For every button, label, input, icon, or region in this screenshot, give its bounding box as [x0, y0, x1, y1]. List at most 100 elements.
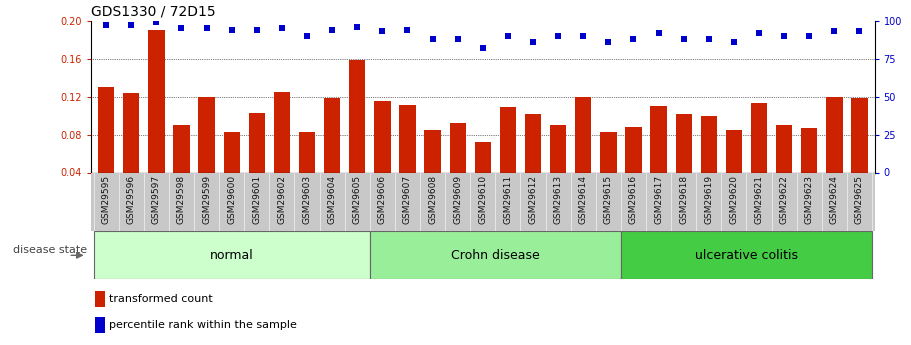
Bar	[600, 132, 617, 210]
Point	[250, 27, 264, 32]
Point	[752, 30, 766, 36]
Bar	[621, 231, 872, 279]
Bar	[399, 105, 415, 210]
Bar	[751, 103, 767, 210]
Bar	[374, 101, 391, 210]
Bar	[299, 132, 315, 210]
Bar	[148, 30, 165, 210]
Point	[727, 39, 742, 45]
Bar	[650, 106, 667, 210]
Text: GSM29597: GSM29597	[152, 175, 161, 224]
Text: GSM29610: GSM29610	[478, 175, 487, 224]
Text: GSM29608: GSM29608	[428, 175, 437, 224]
Text: GSM29604: GSM29604	[328, 175, 337, 224]
Bar	[425, 130, 441, 210]
Bar	[575, 97, 591, 210]
Bar	[525, 114, 541, 210]
Text: GSM29619: GSM29619	[704, 175, 713, 224]
Text: GSM29602: GSM29602	[278, 175, 286, 224]
Point	[551, 33, 566, 39]
Text: GSM29623: GSM29623	[804, 175, 814, 224]
Bar	[701, 116, 717, 210]
Point	[476, 45, 490, 51]
Point	[852, 29, 866, 34]
Bar	[852, 98, 867, 210]
Point	[501, 33, 516, 39]
Text: GSM29617: GSM29617	[654, 175, 663, 224]
Point	[149, 19, 164, 25]
Text: percentile rank within the sample: percentile rank within the sample	[108, 320, 297, 330]
Point	[576, 33, 590, 39]
Text: GSM29625: GSM29625	[855, 175, 864, 224]
Bar	[449, 123, 466, 210]
Bar	[826, 97, 843, 210]
Bar	[94, 231, 370, 279]
Bar	[625, 127, 641, 210]
Text: GSM29601: GSM29601	[252, 175, 261, 224]
Text: GSM29613: GSM29613	[554, 175, 563, 224]
Bar	[801, 128, 817, 210]
Point	[174, 26, 189, 31]
Text: transformed count: transformed count	[108, 294, 212, 304]
Text: GDS1330 / 72D15: GDS1330 / 72D15	[91, 4, 216, 18]
Bar	[324, 98, 341, 210]
Point	[802, 33, 816, 39]
Bar	[173, 125, 189, 210]
Point	[350, 24, 364, 30]
Text: Crohn disease: Crohn disease	[451, 249, 539, 262]
Text: GSM29596: GSM29596	[127, 175, 136, 224]
Text: GSM29622: GSM29622	[780, 175, 789, 224]
Text: GSM29600: GSM29600	[227, 175, 236, 224]
Text: GSM29607: GSM29607	[403, 175, 412, 224]
Point	[99, 22, 114, 28]
Bar	[726, 130, 742, 210]
Point	[200, 26, 214, 31]
Text: GSM29621: GSM29621	[754, 175, 763, 224]
Point	[274, 26, 289, 31]
Bar	[550, 125, 567, 210]
Bar	[123, 93, 139, 210]
Text: GSM29611: GSM29611	[504, 175, 513, 224]
Point	[300, 33, 314, 39]
Bar	[475, 142, 491, 210]
Text: ulcerative colitis: ulcerative colitis	[695, 249, 798, 262]
Bar	[370, 231, 621, 279]
Text: GSM29595: GSM29595	[102, 175, 110, 224]
Text: GSM29612: GSM29612	[528, 175, 537, 224]
Point	[325, 27, 340, 32]
Text: GSM29598: GSM29598	[177, 175, 186, 224]
Text: GSM29615: GSM29615	[604, 175, 613, 224]
Point	[124, 22, 138, 28]
Bar	[274, 92, 290, 210]
Text: GSM29618: GSM29618	[680, 175, 688, 224]
Bar	[349, 60, 365, 210]
Point	[677, 36, 691, 42]
Text: GSM29620: GSM29620	[730, 175, 739, 224]
Text: GSM29605: GSM29605	[353, 175, 362, 224]
Text: normal: normal	[210, 249, 253, 262]
Bar	[776, 125, 793, 210]
Point	[425, 36, 440, 42]
Bar	[98, 87, 114, 210]
Point	[701, 36, 716, 42]
Bar	[676, 114, 691, 210]
Point	[450, 36, 465, 42]
Point	[224, 27, 239, 32]
Point	[777, 33, 792, 39]
Point	[626, 36, 640, 42]
Text: GSM29599: GSM29599	[202, 175, 211, 224]
Text: GSM29606: GSM29606	[378, 175, 387, 224]
Point	[400, 27, 415, 32]
Text: GSM29614: GSM29614	[578, 175, 588, 224]
Bar	[249, 113, 265, 210]
Text: GSM29603: GSM29603	[302, 175, 312, 224]
Bar	[199, 97, 215, 210]
Text: disease state: disease state	[13, 246, 87, 255]
Text: GSM29624: GSM29624	[830, 175, 839, 224]
Bar	[223, 132, 240, 210]
Point	[827, 29, 842, 34]
Text: GSM29609: GSM29609	[453, 175, 462, 224]
Point	[526, 39, 540, 45]
Point	[601, 39, 616, 45]
Point	[375, 29, 390, 34]
